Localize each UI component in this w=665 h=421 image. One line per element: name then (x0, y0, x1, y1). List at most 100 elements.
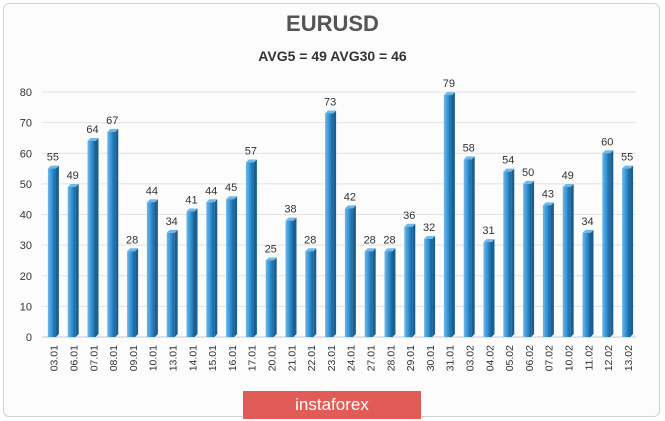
bar-07.02 (542, 202, 554, 337)
bar-front (463, 159, 472, 337)
data-label: 67 (106, 115, 118, 127)
data-label: 28 (304, 234, 316, 246)
data-label: 73 (324, 96, 336, 108)
bar-side (392, 248, 396, 337)
bar-side (352, 205, 356, 337)
bar-front (404, 226, 413, 337)
bar-top (404, 223, 416, 227)
chart-subtitle: AVG5 = 49 AVG30 = 46 (258, 48, 407, 64)
data-label: 79 (443, 78, 455, 90)
bar-side (451, 92, 455, 337)
bar-front (87, 141, 96, 337)
bar-27.01 (364, 248, 376, 337)
bar-top (622, 165, 634, 169)
x-tick-label: 09.01 (128, 345, 140, 371)
bar-front (424, 239, 433, 337)
data-label: 55 (47, 152, 59, 164)
bar-30.01 (424, 236, 436, 337)
data-label: 42 (344, 191, 356, 203)
x-tick-label: 12.02 (603, 345, 615, 371)
x-tick-label: 11.02 (583, 345, 595, 371)
bar-top (47, 165, 59, 169)
grid-lines (42, 91, 636, 338)
x-tick-label: 27.01 (365, 345, 377, 371)
data-label: 44 (146, 185, 158, 197)
bar-top (325, 110, 337, 114)
instaforex-watermark: instaforex (243, 391, 421, 419)
bar-16.01 (226, 196, 238, 337)
bar-top (146, 199, 158, 203)
data-label: 31 (482, 225, 494, 237)
y-tick-label: 30 (20, 240, 32, 252)
bar-top (523, 180, 535, 184)
bar-front (384, 251, 393, 337)
bar-06.02 (523, 180, 535, 337)
y-tick-label: 40 (20, 210, 32, 222)
y-tick-label: 70 (20, 118, 32, 130)
bar-front (562, 186, 571, 337)
bar-top (463, 156, 475, 160)
x-tick-label: 15.01 (207, 345, 219, 371)
data-label: 49 (67, 170, 79, 182)
x-axis: 03.01 06.01 07.01 08.01 09.01 10.01 13.01 14.01… (49, 345, 635, 371)
bar-side (590, 229, 594, 337)
bar-front (206, 202, 215, 337)
bar-05.02 (503, 168, 515, 337)
bar-front (127, 251, 136, 337)
bar-front (622, 168, 631, 337)
data-label: 55 (621, 152, 633, 164)
bar-side (432, 236, 436, 337)
bar-side (550, 202, 554, 337)
x-tick-label: 13.02 (623, 345, 635, 371)
bar-top (265, 257, 277, 261)
bar-13.02 (622, 165, 634, 337)
bar-10.02 (562, 183, 574, 337)
bar-top (364, 248, 376, 252)
x-tick-label: 28.01 (385, 345, 397, 371)
y-tick-label: 80 (20, 87, 32, 99)
y-tick-label: 0 (26, 332, 32, 344)
bar-14.01 (186, 208, 198, 337)
data-label: 50 (522, 167, 534, 179)
x-tick-label: 06.02 (524, 345, 536, 371)
bars (47, 92, 634, 337)
bar-20.01 (265, 257, 277, 337)
bar-front (47, 168, 56, 337)
x-tick-label: 05.02 (504, 345, 516, 371)
bar-11.02 (582, 229, 594, 337)
x-tick-label: 17.01 (247, 345, 259, 371)
bar-top (384, 248, 396, 252)
bar-front (602, 153, 611, 337)
data-label: 36 (403, 210, 415, 222)
bar-top (483, 239, 495, 243)
bar-side (174, 229, 178, 337)
data-label: 54 (502, 155, 514, 167)
bar-side (313, 248, 317, 337)
x-tick-label: 10.02 (563, 345, 575, 371)
bar-side (372, 248, 376, 337)
data-label: 45 (225, 182, 237, 194)
bar-top (285, 217, 297, 221)
bar-top (67, 183, 79, 187)
bar-side (273, 257, 277, 337)
y-axis: 0 10 20 30 40 50 60 70 80 (20, 87, 32, 344)
data-label: 38 (284, 204, 296, 216)
bar-front (542, 205, 551, 337)
data-labels: 55 49 64 67 28 44 34 41 44 45 57 25 38 28 73 42 28 28 36 32… (47, 78, 633, 255)
bar-front (523, 183, 532, 337)
bar-side (471, 156, 475, 337)
bar-08.01 (107, 128, 119, 337)
x-tick-label: 31.01 (445, 345, 457, 371)
y-tick-label: 10 (20, 301, 32, 313)
data-label: 49 (562, 170, 574, 182)
bar-side (293, 217, 297, 337)
bar-22.01 (305, 248, 317, 337)
bar-top (542, 202, 554, 206)
bar-front (265, 260, 274, 337)
x-tick-label: 22.01 (306, 345, 318, 371)
x-tick-label: 23.01 (326, 345, 338, 371)
bar-07.01 (87, 138, 99, 337)
bar-side (570, 183, 574, 337)
bar-side (511, 168, 515, 337)
bar-top (87, 138, 99, 141)
